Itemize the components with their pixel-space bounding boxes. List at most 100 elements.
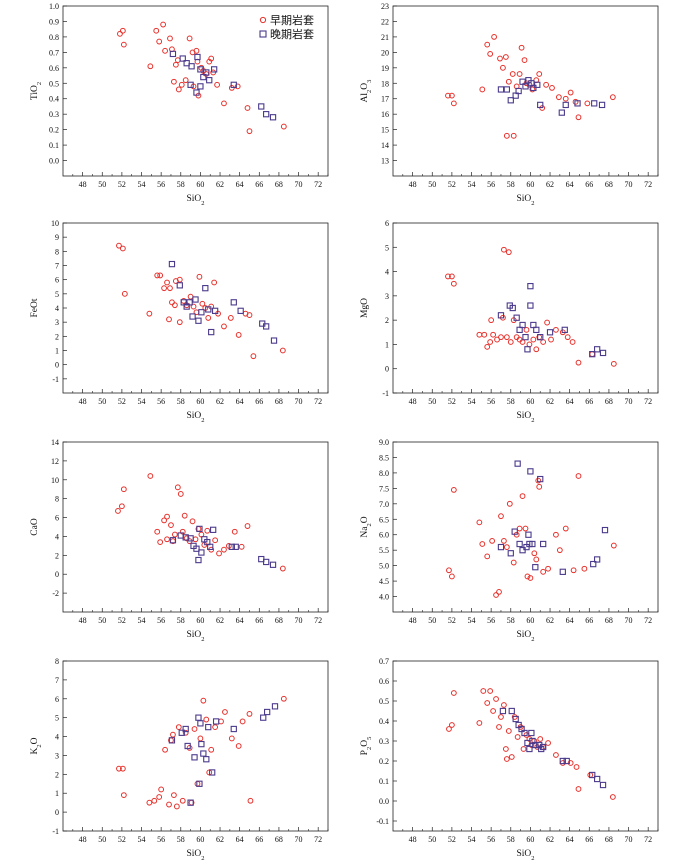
late-suite-point bbox=[562, 101, 569, 109]
x-tick-label: 58 bbox=[507, 180, 515, 189]
early-suite-point bbox=[446, 567, 452, 574]
x-tick-label: 56 bbox=[157, 397, 165, 406]
early-suite-point bbox=[214, 81, 220, 88]
early-suite-point bbox=[115, 508, 121, 514]
late-suite-point bbox=[169, 50, 177, 58]
early-suite-point bbox=[489, 538, 496, 544]
x-tick-label: 72 bbox=[314, 835, 322, 844]
late-suite-point bbox=[522, 83, 529, 90]
late-suite-point bbox=[237, 307, 244, 314]
y-tick-label: 0.1 bbox=[379, 777, 389, 786]
early-suite-point bbox=[247, 797, 254, 804]
early-suite-point bbox=[196, 273, 203, 280]
early-suite-point bbox=[175, 86, 182, 93]
late-suite-point bbox=[514, 460, 521, 467]
y-tick-label: 4 bbox=[55, 733, 59, 742]
plot-frame bbox=[62, 660, 329, 832]
y-tick-label: 4.5 bbox=[379, 577, 389, 586]
x-axis-label: SiO2 bbox=[186, 194, 204, 207]
early-suite-point bbox=[581, 565, 588, 572]
plot-frame bbox=[392, 222, 659, 394]
x-tick-label: 52 bbox=[448, 616, 456, 625]
x-tick-label: 50 bbox=[98, 616, 106, 625]
late-suite-point bbox=[263, 111, 270, 118]
early-suite-point bbox=[162, 47, 168, 54]
y-tick-label: 9.0 bbox=[379, 438, 389, 447]
early-suite-point bbox=[533, 346, 540, 353]
x-tick-label: 70 bbox=[625, 397, 633, 406]
y-tick-label: 14 bbox=[381, 141, 389, 150]
early-suite-point bbox=[498, 714, 504, 720]
early-suite-point bbox=[506, 500, 513, 507]
y-tick-label: 0.1 bbox=[49, 141, 59, 150]
early-suite-point bbox=[231, 528, 238, 535]
early-suite-point bbox=[536, 71, 543, 77]
y-tick-label: 5 bbox=[385, 243, 389, 252]
late-suite-point bbox=[519, 321, 526, 329]
y-tick-label: 16 bbox=[381, 110, 389, 119]
early-suite-point bbox=[235, 743, 242, 749]
y-tick-label: 0.8 bbox=[49, 33, 59, 42]
early-suite-point bbox=[445, 92, 451, 99]
x-tick-label: 72 bbox=[644, 835, 652, 844]
y-tick-label: 0.2 bbox=[379, 757, 389, 766]
y-tick-label: 7 bbox=[55, 676, 59, 685]
late-suite-point bbox=[528, 729, 535, 737]
late-suite-point bbox=[263, 323, 270, 330]
x-tick-label: 60 bbox=[196, 835, 204, 844]
x-tick-label: 70 bbox=[295, 180, 303, 189]
panel-feotot: 48 50 52 54 56 58 60 62 64 66 68 70 72-1012345678910… bbox=[30, 219, 329, 424]
late-suite-point bbox=[528, 80, 535, 87]
y-axis-label: MgO bbox=[360, 298, 370, 318]
y-tick-label: 0.3 bbox=[379, 737, 389, 746]
y-tick-label: 12 bbox=[51, 457, 59, 466]
early-suite-point bbox=[572, 98, 579, 105]
early-suite-point bbox=[545, 565, 551, 572]
x-tick-label: 50 bbox=[98, 835, 106, 844]
y-tick-label: 8 bbox=[55, 495, 59, 504]
early-suite-point bbox=[182, 77, 189, 84]
late-suite-point bbox=[574, 100, 581, 107]
early-suite-point bbox=[564, 334, 571, 341]
x-tick-label: 72 bbox=[644, 616, 652, 625]
early-suite-point bbox=[164, 513, 170, 520]
late-suite-point bbox=[197, 83, 204, 90]
early-suite-point bbox=[154, 272, 161, 279]
x-tick-label: 66 bbox=[255, 616, 263, 625]
y-tick-label: 15 bbox=[381, 126, 389, 135]
x-tick-label: 68 bbox=[275, 180, 283, 189]
x-tick-label: 58 bbox=[177, 616, 185, 625]
x-tick-label: 48 bbox=[409, 397, 417, 406]
x-tick-label: 72 bbox=[314, 616, 322, 625]
early-suite-point bbox=[505, 78, 512, 85]
y-tick-label: 2 bbox=[385, 316, 389, 325]
early-suite-point bbox=[575, 473, 582, 479]
early-suite-point bbox=[167, 35, 173, 42]
early-suite-point bbox=[553, 531, 559, 538]
early-suite-point bbox=[573, 764, 580, 770]
late-suite-point bbox=[187, 535, 194, 542]
plot-frame bbox=[62, 5, 329, 177]
x-tick-label: 54 bbox=[468, 180, 476, 189]
early-suite-point bbox=[507, 339, 514, 345]
early-suite-point bbox=[157, 539, 164, 546]
late-suite-point bbox=[527, 282, 534, 290]
y-tick-label: 0.4 bbox=[379, 717, 389, 726]
early-suite-point bbox=[487, 51, 494, 57]
x-tick-label: 72 bbox=[314, 180, 322, 189]
late-suite-point bbox=[527, 302, 534, 309]
late-suite-point bbox=[202, 285, 209, 292]
x-tick-label: 64 bbox=[236, 616, 244, 625]
early-suite-point bbox=[448, 722, 455, 728]
early-suite-point bbox=[120, 792, 127, 799]
y-tick-label: 13 bbox=[381, 157, 389, 166]
x-tick-label: 64 bbox=[236, 397, 244, 406]
y-tick-label: 6 bbox=[55, 695, 59, 704]
plot-frame bbox=[62, 441, 329, 613]
early-suite-point bbox=[476, 720, 483, 726]
late-suite-point bbox=[524, 346, 531, 353]
x-tick-label: 52 bbox=[448, 835, 456, 844]
y-tick-label: 0.4 bbox=[49, 95, 59, 104]
x-axis-label: SiO2 bbox=[186, 411, 204, 424]
early-suite-point bbox=[218, 718, 224, 725]
